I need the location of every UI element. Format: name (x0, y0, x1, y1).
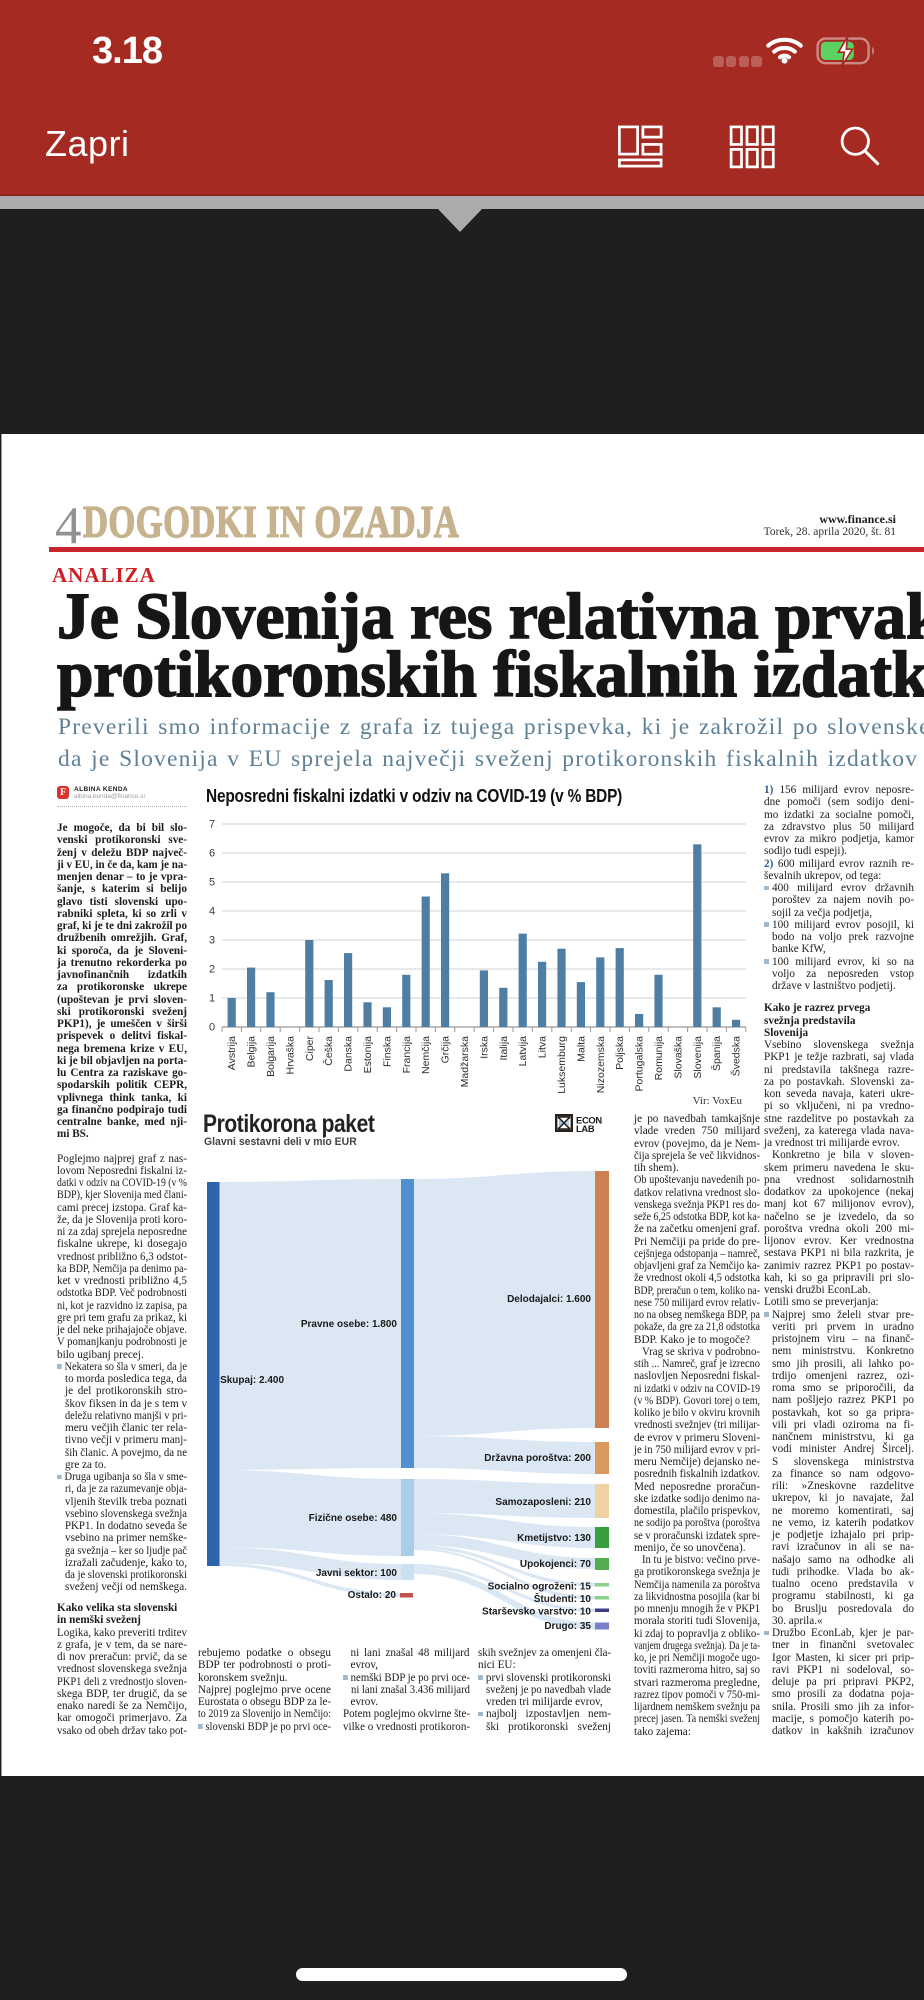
svg-text:Drugo: 35: Drugo: 35 (544, 1621, 591, 1632)
svg-text:Madžarska: Madžarska (459, 1036, 471, 1088)
svg-text:1: 1 (209, 993, 215, 1005)
svg-text:Socialno ogroženi: 15: Socialno ogroženi: 15 (488, 1582, 592, 1593)
svg-text:Vir: VoxEu: Vir: VoxEu (693, 1095, 743, 1107)
svg-text:6: 6 (209, 848, 215, 860)
svg-text:Ostalo: 20: Ostalo: 20 (348, 1590, 397, 1601)
svg-text:Slovenija: Slovenija (692, 1036, 704, 1079)
svg-text:Španija: Španija (710, 1036, 723, 1071)
svg-text:Češka: Češka (322, 1036, 335, 1066)
svg-text:Upokojenci: 70: Upokojenci: 70 (520, 1559, 592, 1570)
svg-text:LAB: LAB (576, 1123, 595, 1134)
svg-text:Romunija: Romunija (653, 1036, 665, 1081)
svg-text:Kmetijstvo: 130: Kmetijstvo: 130 (517, 1533, 591, 1544)
svg-text:Starševsko varstvo: 10: Starševsko varstvo: 10 (482, 1607, 591, 1618)
svg-text:Hrvaška: Hrvaška (284, 1036, 296, 1075)
svg-text:Študenti: 10: Študenti: 10 (534, 1592, 592, 1605)
svg-text:Bolgarija: Bolgarija (265, 1036, 277, 1077)
svg-text:2: 2 (209, 964, 215, 976)
svg-text:ECON: ECON (576, 1115, 602, 1126)
svg-text:7: 7 (209, 819, 215, 831)
svg-text:4: 4 (209, 906, 215, 918)
svg-text:Delodajalci: 1.600: Delodajalci: 1.600 (507, 1294, 591, 1305)
svg-text:Portugalska: Portugalska (634, 1036, 646, 1092)
svg-text:Samozaposleni: 210: Samozaposleni: 210 (495, 1497, 591, 1508)
svg-text:Irska: Irska (478, 1036, 490, 1059)
svg-text:Poljska: Poljska (614, 1036, 626, 1070)
svg-text:Estonija: Estonija (362, 1036, 374, 1074)
svg-text:Litva: Litva (537, 1036, 549, 1058)
svg-text:Slovaška: Slovaška (672, 1036, 684, 1079)
svg-text:Francija: Francija (401, 1036, 413, 1074)
svg-text:Danska: Danska (343, 1036, 355, 1072)
svg-text:Avstrija: Avstrija (226, 1036, 238, 1070)
svg-text:3: 3 (209, 935, 215, 947)
svg-text:Italija: Italija (498, 1036, 510, 1061)
svg-text:Malta: Malta (575, 1036, 587, 1062)
svg-text:Finska: Finska (381, 1036, 393, 1067)
svg-text:0: 0 (209, 1022, 215, 1034)
svg-text:Nizozemska: Nizozemska (595, 1036, 607, 1093)
svg-text:Javni sektor: 100: Javni sektor: 100 (316, 1568, 398, 1579)
svg-text:5: 5 (209, 877, 215, 889)
svg-text:Belgija: Belgija (246, 1036, 258, 1068)
svg-text:Grčija: Grčija (440, 1036, 452, 1064)
svg-text:Nemčija: Nemčija (420, 1036, 432, 1074)
svg-text:Švedska: Švedska (730, 1036, 743, 1076)
svg-text:Latvija: Latvija (517, 1036, 529, 1067)
svg-text:Državna poroštva: 200: Državna poroštva: 200 (484, 1453, 591, 1464)
svg-text:Ciper: Ciper (304, 1035, 316, 1061)
svg-text:Pravne osebe: 1.800: Pravne osebe: 1.800 (301, 1319, 398, 1330)
svg-text:Fizične osebe: 480: Fizične osebe: 480 (309, 1513, 398, 1524)
svg-text:Skupaj: 2.400: Skupaj: 2.400 (220, 1375, 284, 1386)
svg-text:Luksemburg: Luksemburg (556, 1036, 568, 1094)
